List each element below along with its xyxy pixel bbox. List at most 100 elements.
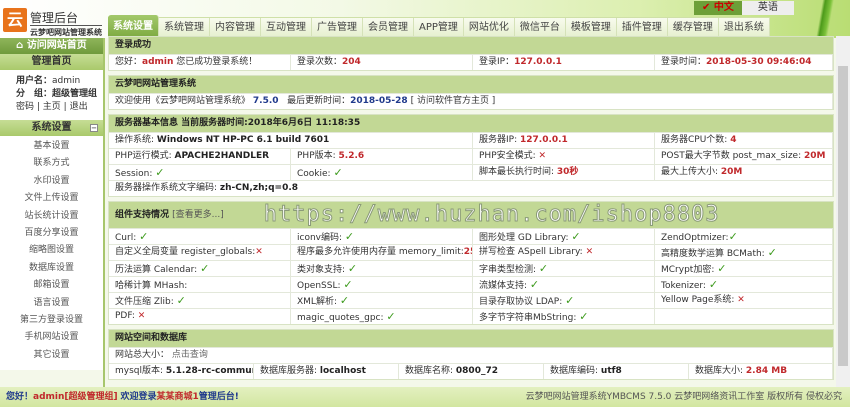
label: 多字节字符串MbString: [479,313,580,323]
view-more-link[interactable]: [查看更多...] [172,210,224,220]
table-row: 欢迎使用《云梦吧网站管理系统》 7.5.0 最后更新时间：2018-05-28 … [109,93,833,109]
section-title: 云梦吧网站管理系统 [109,76,833,93]
label: 服务器操作系统文字编码: [115,183,220,193]
watermark: https://www.huzhan.com/ishop8803 [263,202,720,227]
login-section: 登录成功 您好：admin 您已成功登录系统！ 登录次数：204 登录IP：12… [108,36,834,71]
sidebar-item[interactable]: 百度分享设置 [24,228,79,239]
label: Yellow Page系统: [661,295,738,305]
main-content: 登录成功 您好：admin 您已成功登录系统！ 登录次数：204 登录IP：12… [108,36,834,387]
official-site-link[interactable]: [ 访问软件官方主页 ] [410,96,496,106]
label: 服务器CPU个数: [661,135,731,145]
info-cell: iconv编码: ✓ [291,229,473,244]
copyright: 云梦吧网站管理系统YMBCMS 7.5.0 云梦吧网络资讯工作室 版权所有 侵权… [525,392,842,402]
lang-chinese-button[interactable]: ✔ 中文 [694,1,742,15]
server-table: 操作系统: Windows NT HP-PC 6.1 build 7601 服务器… [109,132,833,196]
sidebar-item[interactable]: 数据库设置 [28,262,74,273]
lang-english-button[interactable]: 英语 [741,1,794,15]
visit-site-link[interactable]: ⌂ 访问网站首页 [0,38,103,54]
tab-3[interactable]: 互动管理 [261,18,312,37]
sidebar-item[interactable]: 语言设置 [33,297,70,308]
info-cell: 流媒体支持: ✓ [473,277,655,292]
info-cell: 脚本最长执行时间: 30秒 [473,165,655,180]
check-icon: ✓ [571,230,581,243]
cross-icon: ✕ [255,247,263,257]
check-icon: ✓ [176,294,186,307]
tab-10[interactable]: 插件管理 [617,18,668,37]
system-section: 云梦吧网站管理系统 欢迎使用《云梦吧网站管理系统》 7.5.0 最后更新时间：2… [108,75,834,110]
label: OpenSSL: [297,281,344,291]
label: 程序最多允许使用内存量 memory_limit: [297,247,464,257]
label: 自定义全局变量 register_globals: [115,247,256,257]
app-title: 管理后台 [30,11,79,25]
label: iconv编码: [297,233,345,243]
info-cell: POST最大字节数 post_max_size: 20M [655,149,833,164]
footer-shop: 某某商城1 [156,392,199,402]
tab-11[interactable]: 缓存管理 [668,18,719,37]
scrollbar[interactable] [836,36,850,387]
sidebar-item[interactable]: 第三方登录设置 [19,315,83,326]
label: 字串类型检测: [479,265,539,275]
info-cell: Cookie: ✓ [291,165,473,180]
table-row: 哈稀计算 MHash: OpenSSL: ✓ 流媒体支持: ✓ Tokenizer:… [109,276,833,292]
label: mysql版本: [115,366,166,376]
admin-home-link[interactable]: 管理首页 [0,54,103,70]
sidebar-item[interactable]: 水印设置 [33,175,70,186]
tab-9[interactable]: 模板管理 [566,18,617,37]
check-icon: ✓ [728,230,738,243]
tab-4[interactable]: 广告管理 [312,18,363,37]
tab-0[interactable]: 系统设置 [108,15,159,37]
value: 2018-05-30 09:46:04 [706,57,812,67]
info-cell: PDF: ✕ [109,309,291,324]
logout-link[interactable]: 退出 [69,102,88,112]
tab-8[interactable]: 微信平台 [515,18,566,37]
tab-12[interactable]: 退出系统 [719,18,770,37]
sidebar-item[interactable]: 联系方式 [33,158,70,169]
sidebar-item[interactable]: 手机网站设置 [24,332,79,343]
label: Tokenizer: [661,281,709,291]
password-link[interactable]: 密码 [16,102,35,112]
value: 204 [342,57,361,67]
info-cell: 高精度数学运算 BCMath: ✓ [655,245,833,260]
bamboo-decoration [800,0,850,38]
collapse-icon[interactable]: − [90,124,98,132]
label: 最后更新时间： [287,96,351,106]
label: 文件压缩 Zlib: [115,297,177,307]
query-size-link[interactable]: 点击查询 [171,350,208,360]
sidebar-section-header[interactable]: 系统设置 − [0,120,103,136]
sidebar-item[interactable]: 其它设置 [33,349,70,360]
info-cell: 操作系统: Windows NT HP-PC 6.1 build 7601 [109,133,473,148]
label: POST最大字节数 post_max_size: [661,151,804,161]
title: 组件支持情况 [115,210,170,220]
tab-2[interactable]: 内容管理 [210,18,261,37]
info-cell: MCrypt加密: ✓ [655,261,833,276]
scrollbar-thumb[interactable] [838,66,848,366]
check-icon: ✓ [717,262,727,275]
label: XML解析: [297,297,340,307]
sidebar-item[interactable]: 缩略图设置 [28,245,74,256]
cross-icon: ✕ [585,247,594,257]
label: magic_quotes_gpc: [297,313,387,323]
label: 数据库名称: [405,366,456,376]
check-icon: ✓ [579,310,589,323]
check-icon: ✓ [344,230,355,243]
label: 服务器IP: [479,135,520,145]
label: 脚本最长执行时间: [479,167,557,177]
sidebar-item[interactable]: 基本设置 [33,141,70,151]
check-icon: ✓ [767,246,777,259]
tab-1[interactable]: 系统管理 [159,18,210,37]
info-cell: XML解析: ✓ [291,293,473,308]
sidebar-item[interactable]: 站长统计设置 [24,210,79,221]
homepage-link[interactable]: 主页 [42,102,61,112]
tab-6[interactable]: APP管理 [414,18,464,37]
tab-5[interactable]: 会员管理 [363,18,414,37]
info-cell: mysql版本: 5.1.28-rc-community [109,364,254,379]
label: 高精度数学运算 BCMath: [661,249,768,259]
label: 图形处理 GD Library: [479,233,572,243]
value: admin [142,57,174,67]
sidebar-item[interactable]: 邮箱设置 [33,280,70,291]
table-row: mysql版本: 5.1.28-rc-community数据库服务器: loca… [109,363,833,379]
sidebar-item[interactable]: 文件上传设置 [24,193,79,204]
tab-7[interactable]: 网站优化 [464,18,515,37]
table-row: 历法运算 Calendar: ✓ 类对象支持: ✓ 字串类型检测: ✓ MCrypt加… [109,260,833,276]
label: 类对象支持: [297,265,348,275]
